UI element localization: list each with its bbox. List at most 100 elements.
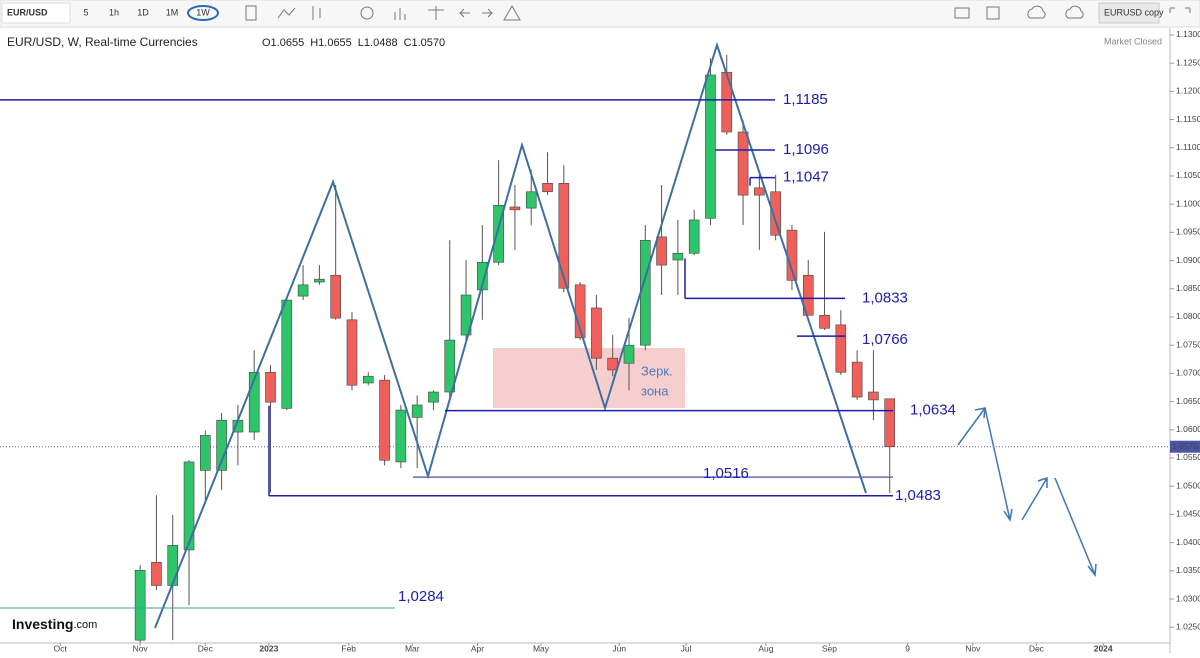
brand-name: Investing: [12, 616, 73, 632]
candle-body: [134, 569, 146, 641]
level-label: 1,0516: [703, 465, 749, 482]
candle-body: [835, 324, 847, 373]
candle-body: [428, 391, 439, 403]
y-tick-label: 1.0850: [1176, 283, 1200, 293]
brand: Investing.com: [12, 616, 97, 632]
layout-box[interactable]: [1098, 2, 1160, 24]
candle-body: [558, 183, 570, 289]
icon[interactable]: [360, 6, 374, 20]
y-tick-label: 1.0300: [1176, 593, 1200, 603]
icon[interactable]: [986, 6, 1000, 20]
icon[interactable]: [1027, 5, 1046, 19]
y-tick-label: 1.1300: [1176, 29, 1200, 39]
candle-body: [851, 361, 863, 398]
candle-body: [477, 261, 488, 291]
candle-body: [379, 379, 390, 461]
arrow: [984, 407, 1013, 522]
y-tick-label: 1.1200: [1176, 86, 1200, 96]
y-tick-label: 1.0900: [1176, 255, 1200, 265]
icon[interactable]: [1169, 7, 1191, 13]
last-price-label: 1.0570: [1172, 441, 1198, 451]
x-tick-label: Nov: [965, 643, 981, 653]
tool-icons: [245, 4, 1191, 21]
candle-body: [868, 391, 879, 401]
layout-name[interactable]: EURUSD copy: [1104, 7, 1164, 17]
candle-body: [802, 274, 814, 316]
level-label: 1,0833: [862, 289, 908, 306]
interval[interactable]: 1W: [196, 7, 210, 17]
x-tick-label: 2023: [259, 643, 278, 653]
candle-body: [737, 131, 749, 196]
candle-body: [721, 71, 733, 133]
candle-body: [623, 344, 635, 364]
icon[interactable]: [459, 8, 493, 18]
level-label: 1,1185: [783, 91, 828, 108]
toolbar-bg: [0, 0, 1200, 28]
icon[interactable]: [312, 6, 321, 20]
x-tick-label: Dec: [198, 643, 214, 653]
x-tick-label: Oct: [54, 643, 68, 653]
interval[interactable]: 1h: [109, 7, 119, 17]
candle-body: [884, 398, 896, 448]
icon[interactable]: [394, 8, 406, 20]
y-tick-label: 1.0950: [1176, 227, 1200, 237]
candle-body: [493, 205, 504, 263]
chart-title: EUR/USD, W, Real-time Currencies: [7, 35, 198, 49]
candle-body: [639, 239, 651, 346]
candle-body: [754, 187, 765, 196]
y-tick-label: 1.1150: [1176, 114, 1200, 124]
candle-body: [688, 219, 700, 254]
candle-body: [705, 74, 716, 219]
brand-suffix: .com: [73, 619, 97, 631]
x-tick-label: Feb: [341, 643, 356, 653]
interval[interactable]: 1D: [137, 7, 149, 17]
y-tick-label: 1.1000: [1176, 198, 1200, 208]
ohlc-value: H1.0655: [310, 37, 352, 49]
y-tick-label: 1.1050: [1176, 170, 1200, 180]
toolbar: EUR/USD 5 1h 1D 1M 1W EURUSD copy: [0, 0, 1200, 28]
candle-body: [297, 284, 309, 297]
candle-body: [362, 375, 374, 384]
x-tick-label: Jul: [681, 643, 692, 653]
interval[interactable]: 5: [83, 7, 88, 17]
market-status: Market Closed: [1104, 36, 1162, 46]
zone-label: зона: [641, 383, 669, 398]
ohlc-value: O1.0655: [262, 37, 304, 49]
level-label: 1,0284: [398, 588, 444, 605]
y-tick-label: 1.0400: [1176, 537, 1200, 547]
candle-body: [167, 545, 179, 586]
candle-body: [265, 371, 276, 403]
symbol[interactable]: EUR/USD: [7, 7, 48, 17]
zigzag: [154, 41, 867, 629]
icon[interactable]: [1065, 5, 1084, 19]
candle-body: [200, 435, 211, 471]
icon[interactable]: [277, 7, 296, 19]
candle-body: [183, 461, 195, 551]
plot-area: [0, 54, 1170, 643]
ohlc-value: L1.0488: [358, 37, 398, 49]
candle-body: [591, 307, 602, 359]
interval[interactable]: 1M: [166, 7, 179, 17]
forecast-arrows: [957, 407, 1097, 577]
icon[interactable]: [245, 5, 257, 21]
candle-body: [542, 183, 553, 193]
y-tick-label: 1.0250: [1176, 621, 1200, 631]
interval-highlight: [187, 5, 219, 21]
candle-body: [509, 206, 521, 211]
last-price-box: [1170, 440, 1200, 453]
candle-body: [330, 274, 341, 319]
x-tick-label: Jun: [612, 643, 626, 653]
y-tick-label: 1.0500: [1176, 480, 1200, 490]
icon[interactable]: [428, 6, 444, 20]
icon[interactable]: [954, 7, 970, 19]
icon[interactable]: [503, 4, 521, 21]
x-tick-label: Mar: [405, 643, 420, 653]
symbol-box[interactable]: [1, 2, 71, 24]
candle-body: [314, 278, 325, 283]
x-tick-label: Apr: [471, 643, 484, 653]
candle-body: [281, 299, 293, 409]
y-tick-label: 1.0450: [1176, 509, 1200, 519]
level-label: 1,0766: [862, 331, 908, 348]
candle-body: [411, 404, 423, 418]
